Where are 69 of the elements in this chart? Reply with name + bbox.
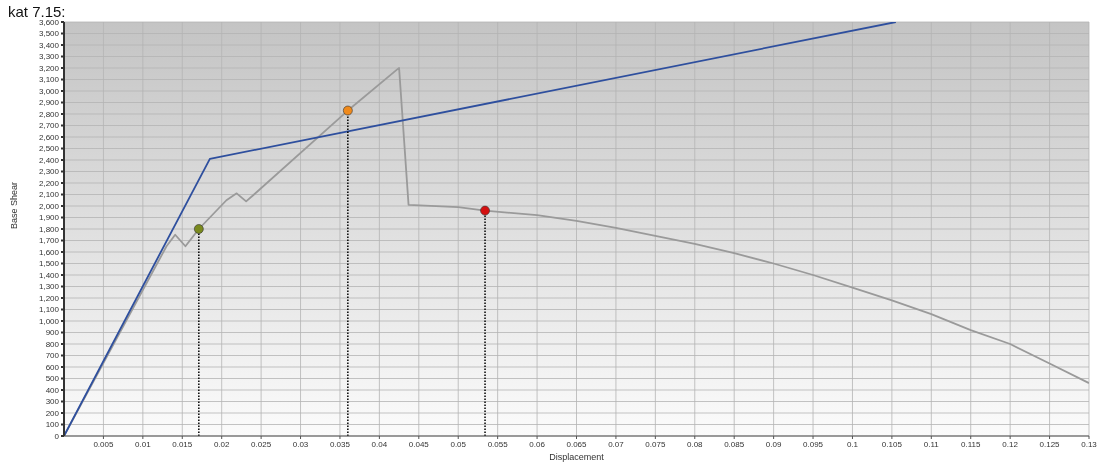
- x-tick-label: 0.12: [1002, 439, 1019, 449]
- x-tick-label: 0.105: [881, 439, 903, 449]
- y-tick-label: 2,200: [38, 178, 60, 188]
- x-tick-label: 0.09: [765, 439, 782, 449]
- y-tick-label: 2,400: [38, 155, 60, 165]
- y-tick-label: 3,500: [38, 29, 60, 39]
- y-tick-label: 2,000: [38, 201, 60, 211]
- y-tick-label: 2,900: [38, 98, 60, 108]
- x-axis-title: Displacement: [549, 452, 605, 462]
- y-tick-label: 3,300: [38, 52, 60, 62]
- x-tick-label: 0.13: [1081, 439, 1098, 449]
- y-tick-label: 2,700: [38, 121, 60, 131]
- y-tick-label: 2,800: [38, 109, 60, 119]
- point: [343, 105, 353, 116]
- y-tick-label: 0: [54, 431, 60, 441]
- y-tick-label: 2,500: [38, 144, 60, 154]
- y-tick-label: 3,100: [38, 75, 60, 85]
- y-tick-label: 1,500: [38, 259, 60, 269]
- y-tick-label: 1,700: [38, 236, 60, 246]
- y-tick-label: 800: [45, 339, 60, 349]
- point: [480, 205, 490, 216]
- y-tick-label: 1,000: [38, 316, 60, 326]
- y-axis-title: Base Shear: [9, 181, 20, 229]
- x-tick-label: 0.07: [608, 439, 625, 449]
- x-tick-label: 0.02: [213, 439, 231, 449]
- x-tick-label: 0.03: [292, 439, 309, 449]
- y-tick-label: 200: [45, 408, 60, 418]
- y-tick-label: 3,600: [38, 17, 60, 27]
- x-tick-label: 0.05: [450, 439, 467, 449]
- x-tick-label: 0.055: [487, 439, 509, 449]
- y-tick-label: 2,600: [38, 132, 60, 142]
- y-tick-label: 2,100: [38, 190, 60, 200]
- x-tick-label: 0.115: [961, 439, 981, 449]
- y-tick-label: 1,400: [38, 270, 60, 280]
- x-tick-label: 0.1: [846, 439, 859, 449]
- y-tick-label: 300: [45, 397, 60, 407]
- y-tick-label: 3,400: [38, 40, 60, 50]
- y-tick-label: 900: [45, 328, 60, 338]
- y-tick-label: 2,300: [38, 167, 60, 177]
- y-tick-label: 3,000: [38, 86, 60, 96]
- x-tick-label: 0.065: [566, 439, 588, 449]
- x-tick-label: 0.075: [645, 439, 666, 449]
- chart-title: kat 7.15:: [8, 3, 66, 20]
- x-tick-label: 0.08: [686, 439, 704, 449]
- y-tick-label: 400: [45, 385, 60, 395]
- x-tick-label: 0.045: [408, 439, 430, 449]
- x-tick-label: 0.025: [251, 439, 272, 449]
- x-tick-label: 0.11: [923, 439, 940, 449]
- point: [194, 224, 204, 234]
- x-tick-label: 0.015: [172, 439, 193, 449]
- y-tick-label: 3,200: [38, 63, 60, 73]
- y-tick-label: 500: [45, 374, 60, 384]
- y-tick-label: 600: [45, 362, 60, 372]
- x-tick-label: 0.125: [1039, 439, 1061, 449]
- x-tick-label: 0.005: [93, 439, 114, 449]
- x-tick-label: 0.06: [529, 439, 546, 449]
- y-tick-label: 1,800: [38, 224, 60, 234]
- x-tick-label: 0.095: [803, 439, 824, 449]
- y-tick-label: 1,300: [38, 282, 60, 292]
- x-tick-label: 0.035: [329, 439, 351, 449]
- y-tick-label: 1,200: [38, 293, 60, 303]
- x-tick-label: 0.085: [724, 439, 745, 449]
- y-tick-label: 100: [45, 420, 60, 430]
- y-tick-label: 1,100: [38, 305, 60, 315]
- x-tick-label: 0.01: [135, 439, 152, 449]
- y-tick-label: 700: [45, 351, 60, 361]
- y-tick-label: 1,600: [38, 247, 60, 257]
- x-tick-label: 0.04: [371, 439, 388, 449]
- y-tick-label: 1,900: [38, 213, 60, 223]
